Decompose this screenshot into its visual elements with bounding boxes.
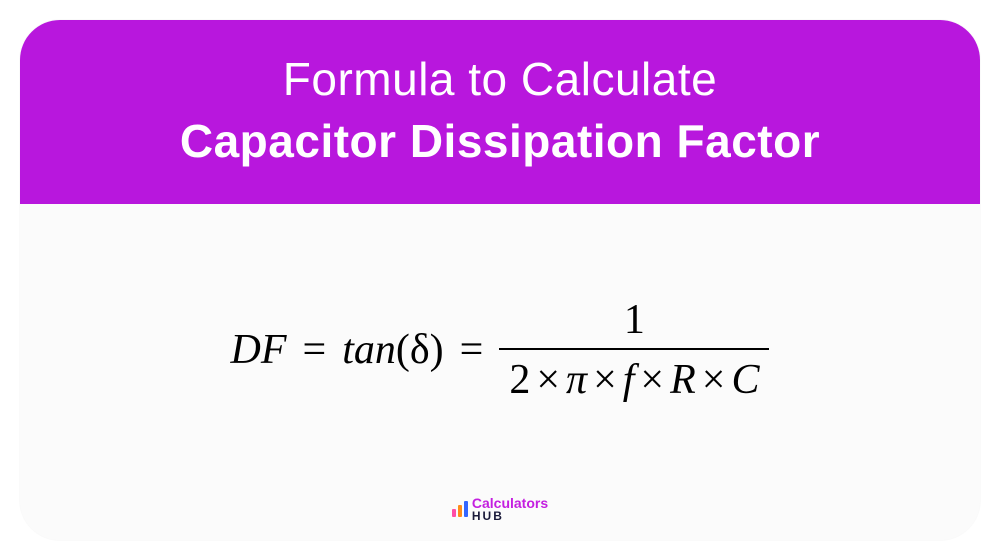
equals-1: = <box>303 326 327 374</box>
tan-function: tan <box>342 327 396 373</box>
logo-text-bottom: HUB <box>472 510 548 522</box>
equals-2: = <box>460 326 484 374</box>
formula-lhs: DF <box>231 326 287 374</box>
logo: Calculators HUB <box>452 496 548 522</box>
times-1: × <box>536 357 560 403</box>
denom-f: f <box>623 357 635 403</box>
header-title-line2: Capacitor Dissipation Factor <box>40 114 960 168</box>
numerator: 1 <box>614 296 655 348</box>
header-title-line1: Formula to Calculate <box>40 52 960 106</box>
logo-text-top: Calculators <box>472 496 548 510</box>
tan-expression: tan(δ) <box>342 326 443 374</box>
logo-text: Calculators HUB <box>472 496 548 522</box>
formula-area: DF = tan(δ) = 1 2×π×f×R×C <box>20 204 980 496</box>
card-footer: Calculators HUB <box>20 496 980 540</box>
denom-2: 2 <box>509 357 530 403</box>
times-4: × <box>702 357 726 403</box>
var-D: DF <box>231 327 287 373</box>
card-header: Formula to Calculate Capacitor Dissipati… <box>20 20 980 204</box>
logo-bar-2 <box>458 505 462 517</box>
denom-R: R <box>670 357 696 403</box>
logo-bar-3 <box>464 501 468 517</box>
denom-pi: π <box>566 357 587 403</box>
logo-bars-icon <box>452 501 468 517</box>
formula-card: Formula to Calculate Capacitor Dissipati… <box>20 20 980 540</box>
logo-bar-1 <box>452 509 456 517</box>
tan-argument: (δ) <box>396 327 444 373</box>
fraction: 1 2×π×f×R×C <box>499 296 769 404</box>
times-2: × <box>593 357 617 403</box>
denominator: 2×π×f×R×C <box>499 348 769 404</box>
times-3: × <box>640 357 664 403</box>
formula-expression: DF = tan(δ) = 1 2×π×f×R×C <box>231 296 770 404</box>
denom-C: C <box>731 357 759 403</box>
